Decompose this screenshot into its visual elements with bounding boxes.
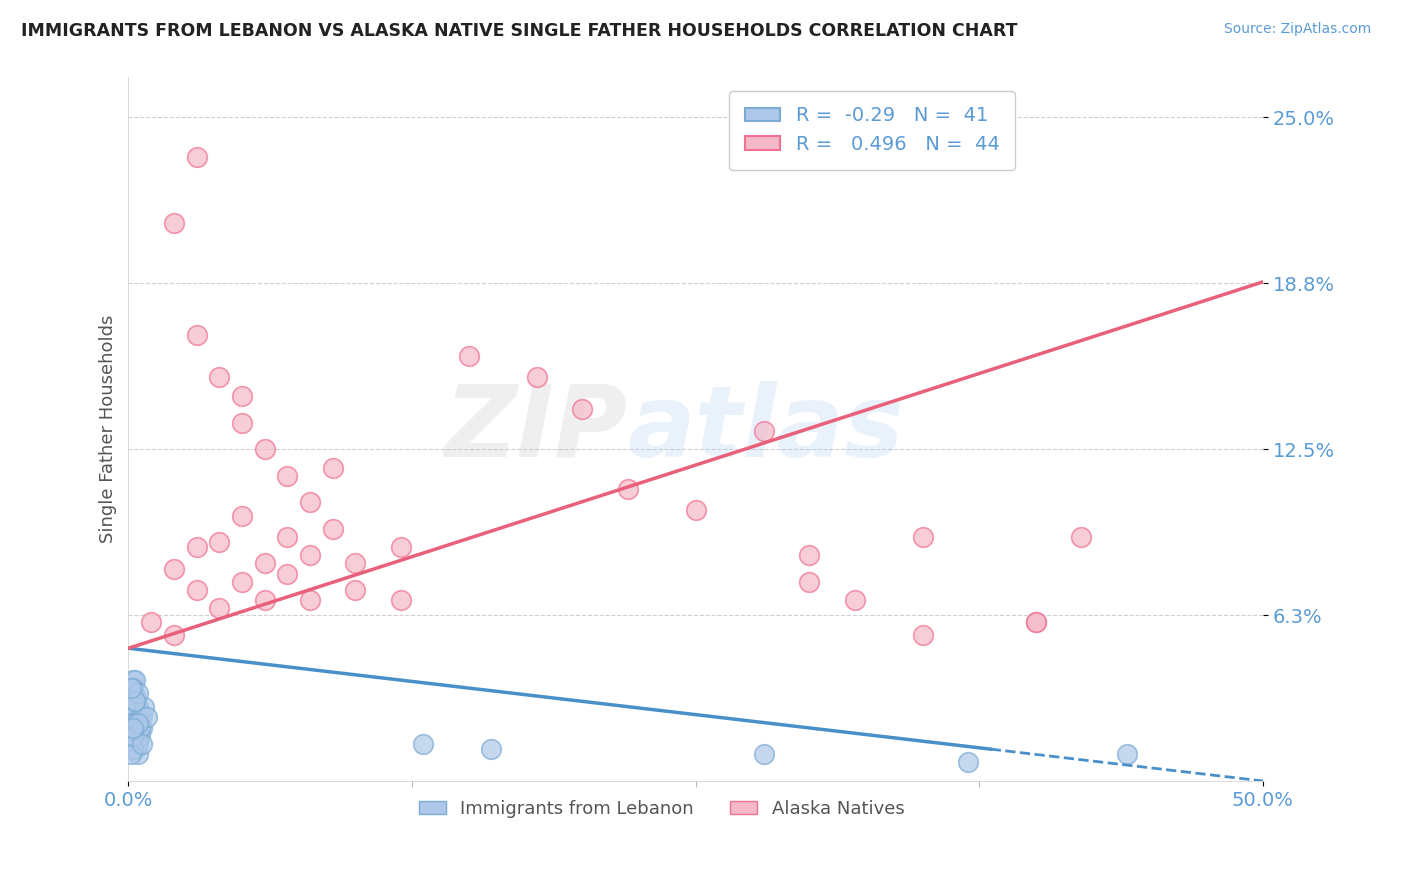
Point bbox=[911, 530, 934, 544]
Point bbox=[231, 508, 253, 523]
Point bbox=[412, 737, 434, 751]
Point bbox=[120, 699, 142, 714]
Point bbox=[298, 593, 321, 607]
Point bbox=[322, 460, 344, 475]
Point bbox=[120, 737, 142, 751]
Point bbox=[186, 582, 208, 597]
Point bbox=[344, 582, 367, 597]
Point bbox=[389, 593, 412, 607]
Point bbox=[231, 389, 253, 403]
Point bbox=[163, 217, 186, 231]
Point bbox=[208, 535, 231, 549]
Point bbox=[122, 681, 145, 695]
Point bbox=[124, 715, 146, 730]
Point bbox=[1070, 530, 1092, 544]
Text: IMMIGRANTS FROM LEBANON VS ALASKA NATIVE SINGLE FATHER HOUSEHOLDS CORRELATION CH: IMMIGRANTS FROM LEBANON VS ALASKA NATIVE… bbox=[21, 22, 1018, 40]
Point bbox=[844, 593, 866, 607]
Point bbox=[298, 495, 321, 509]
Point bbox=[127, 715, 149, 730]
Point bbox=[457, 349, 479, 363]
Point bbox=[276, 566, 298, 581]
Point bbox=[253, 556, 276, 570]
Point bbox=[124, 694, 146, 708]
Point bbox=[122, 729, 145, 743]
Point bbox=[134, 699, 156, 714]
Point bbox=[124, 673, 146, 687]
Point bbox=[186, 150, 208, 164]
Point bbox=[276, 530, 298, 544]
Point bbox=[1115, 747, 1137, 762]
Point bbox=[127, 747, 149, 762]
Point bbox=[208, 601, 231, 615]
Text: Source: ZipAtlas.com: Source: ZipAtlas.com bbox=[1223, 22, 1371, 37]
Y-axis label: Single Father Households: Single Father Households bbox=[100, 315, 117, 543]
Point bbox=[135, 710, 157, 724]
Point bbox=[124, 742, 146, 756]
Point bbox=[131, 721, 153, 735]
Point bbox=[122, 683, 145, 698]
Text: atlas: atlas bbox=[627, 381, 904, 478]
Point bbox=[208, 370, 231, 384]
Point bbox=[752, 747, 775, 762]
Point bbox=[322, 522, 344, 536]
Point bbox=[124, 721, 146, 735]
Point bbox=[127, 686, 149, 700]
Point bbox=[253, 442, 276, 457]
Point bbox=[128, 707, 150, 722]
Point bbox=[163, 628, 186, 642]
Point bbox=[389, 541, 412, 555]
Point bbox=[1025, 615, 1047, 629]
Point bbox=[120, 721, 142, 735]
Point bbox=[163, 561, 186, 575]
Point bbox=[122, 715, 145, 730]
Point bbox=[956, 756, 979, 770]
Point bbox=[616, 482, 638, 496]
Point bbox=[231, 416, 253, 430]
Point bbox=[797, 574, 820, 589]
Point bbox=[124, 689, 146, 703]
Point bbox=[481, 742, 503, 756]
Point bbox=[752, 424, 775, 438]
Point bbox=[141, 615, 163, 629]
Point bbox=[120, 747, 142, 762]
Point bbox=[1025, 615, 1047, 629]
Point bbox=[186, 541, 208, 555]
Point bbox=[571, 402, 593, 417]
Point bbox=[122, 673, 145, 687]
Point bbox=[344, 556, 367, 570]
Point bbox=[127, 737, 149, 751]
Point bbox=[120, 681, 142, 695]
Point bbox=[131, 707, 153, 722]
Point bbox=[120, 715, 142, 730]
Point bbox=[298, 549, 321, 563]
Point bbox=[131, 737, 153, 751]
Point bbox=[685, 503, 707, 517]
Point bbox=[911, 628, 934, 642]
Point bbox=[526, 370, 548, 384]
Text: ZIP: ZIP bbox=[444, 381, 627, 478]
Point bbox=[253, 593, 276, 607]
Point bbox=[127, 731, 149, 746]
Point bbox=[122, 721, 145, 735]
Point bbox=[122, 742, 145, 756]
Point bbox=[124, 726, 146, 740]
Point bbox=[124, 694, 146, 708]
Point bbox=[127, 699, 149, 714]
Point bbox=[128, 729, 150, 743]
Point bbox=[128, 721, 150, 735]
Point bbox=[797, 549, 820, 563]
Legend: Immigrants from Lebanon, Alaska Natives: Immigrants from Lebanon, Alaska Natives bbox=[412, 792, 911, 825]
Point bbox=[186, 328, 208, 343]
Point bbox=[231, 574, 253, 589]
Point bbox=[276, 468, 298, 483]
Point bbox=[120, 729, 142, 743]
